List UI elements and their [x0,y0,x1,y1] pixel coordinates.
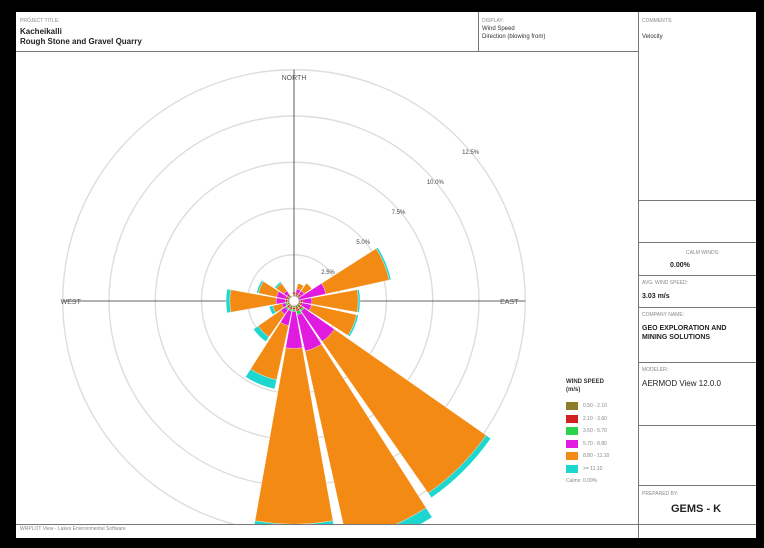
direction-east: EAST [500,299,519,306]
petal-NNE-series-4 [296,283,304,291]
comments-value: Velocity [642,34,663,40]
petal-S-series-5 [254,520,334,524]
side-divider-4 [638,307,756,308]
modeler-label: MODELER: [642,367,669,373]
legend-swatch [566,427,578,436]
display-line1: Wind Speed [482,26,515,32]
legend-label: >= 11.10 [583,465,603,472]
ring-label-4: 12.5% [462,150,480,156]
petal-W-series-1 [285,299,288,303]
company-line1: GEO EXPLORATION AND [642,325,727,332]
legend-calms: Calms: 0.00% [566,478,598,484]
side-divider-2 [638,242,756,243]
prepared-label: PREPARED BY: [642,491,679,497]
legend-item: >= 11.10 [566,463,609,476]
legend-swatch [566,464,578,473]
petal-W-series-5 [225,288,231,314]
report-sheet: PROJECT TITLE: Kacheikalli Rough Stone a… [16,12,756,538]
legend-swatch [566,439,578,448]
project-title-line2: Rough Stone and Gravel Quarry [20,37,142,46]
project-title-line1: Kacheikalli [20,27,62,36]
legend-label: 0.50 - 2.10 [583,403,607,410]
petal-SE-series-5 [428,435,491,498]
wind-rose-chart: 2.5%5.0%7.5%10.0%12.5%NORTHSOUTHEASTWEST [61,69,526,524]
legend-item: 5.70 - 8.80 [566,438,609,451]
avg-speed-label: AVG. WIND SPEED: [642,280,689,286]
ring-label-2: 7.5% [392,210,406,216]
modeler-value: AERMOD View 12.0.0 [642,379,721,388]
petal-N-series-1 [292,292,296,295]
calms-label: CALM WINDS: [686,250,720,256]
legend-swatch [566,402,578,411]
petal-WNW-series-5 [256,280,264,294]
petal-E-series-5 [357,289,361,313]
petal-S-series-1 [292,307,296,310]
petal-NW-series-5 [274,281,282,289]
company-label: COMPANY NAME: [642,312,685,318]
calm-circle [288,295,300,307]
legend-label: 5.70 - 8.80 [583,440,607,447]
petal-SSE-series-5 [396,507,433,524]
comments-label: COMMENTS: [642,18,673,24]
direction-west: WEST [61,299,82,306]
legend-item: 2.10 - 3.60 [566,413,609,426]
petal-NE-series-4 [300,283,312,295]
side-divider-5 [638,362,756,363]
company-line2: MINING SOLUTIONS [642,334,711,341]
legend: 0.50 - 2.10 2.10 - 3.60 3.60 - 5.70 5.70 - … [566,400,609,475]
ring-label-1: 5.0% [356,240,370,246]
display-line2: Direction (blowing from) [482,34,546,40]
petal-E-series-1 [300,299,303,303]
calms-value: 0.00% [670,262,690,269]
direction-north: NORTH [282,75,307,82]
footer-divider [16,524,638,525]
side-divider-3 [638,275,756,276]
side-divider-6 [638,425,756,426]
petal-SW-series-5 [253,325,270,342]
legend-swatch [566,452,578,461]
legend-swatch [566,414,578,423]
petal-S-series-2 [291,309,297,312]
legend-label: 8.80 - 11.10 [583,453,610,460]
project-label: PROJECT TITLE: [20,18,60,24]
avg-speed-value: 3.03 m/s [642,293,670,300]
header-divider [16,51,638,52]
software-credit: WRPLOT View - Lakes Environmental Softwa… [20,526,126,532]
display-label: DISPLAY: [482,18,504,24]
petal-ENE-series-5 [375,247,392,281]
ring-label-0: 2.5% [321,270,335,276]
legend-unit: (m/s) [566,387,581,393]
legend-title: WIND SPEED [566,379,605,385]
ring-label-3: 10.0% [427,180,445,186]
petal-ESE-series-5 [347,314,359,337]
legend-label: 2.10 - 3.60 [583,415,607,422]
prepared-value: GEMS - K [671,503,722,515]
legend-item: 8.80 - 11.10 [566,450,609,463]
petal-SSW-series-5 [245,368,277,390]
legend-label: 3.60 - 5.70 [583,428,607,435]
side-divider-1 [638,200,756,201]
legend-item: 3.60 - 5.70 [566,425,609,438]
petal-WSW-series-5 [269,305,276,315]
header-column-divider [478,12,479,51]
side-divider-7 [638,485,756,486]
side-divider-8 [638,524,756,525]
legend-item: 0.50 - 2.10 [566,400,609,413]
